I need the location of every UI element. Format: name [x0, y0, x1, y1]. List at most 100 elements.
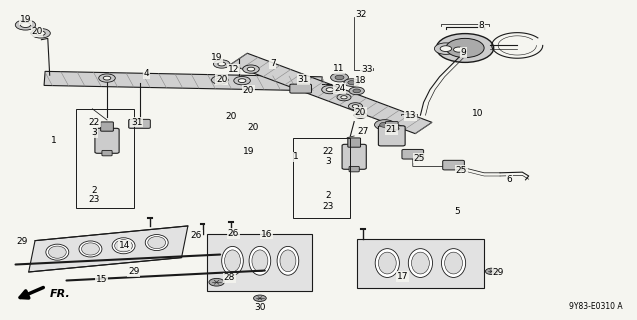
Circle shape	[341, 96, 347, 99]
Text: 20: 20	[216, 75, 227, 84]
Circle shape	[247, 67, 255, 71]
Circle shape	[387, 124, 403, 133]
Text: 1: 1	[292, 152, 299, 161]
Text: 16: 16	[261, 230, 272, 239]
Text: 19: 19	[243, 147, 254, 156]
Text: 30: 30	[254, 303, 266, 312]
Text: 9Y83-E0310 A: 9Y83-E0310 A	[569, 302, 623, 311]
Ellipse shape	[277, 246, 299, 275]
Text: 13: 13	[405, 111, 417, 120]
Circle shape	[36, 31, 45, 36]
FancyBboxPatch shape	[385, 122, 398, 129]
Circle shape	[348, 81, 355, 84]
Text: 26: 26	[227, 229, 239, 238]
Text: 19: 19	[20, 15, 31, 24]
Ellipse shape	[445, 252, 462, 274]
Text: 24: 24	[334, 84, 345, 93]
Text: 22: 22	[322, 147, 334, 156]
Ellipse shape	[441, 249, 466, 277]
Ellipse shape	[48, 246, 66, 258]
FancyBboxPatch shape	[349, 166, 359, 172]
Text: FR.: FR.	[50, 289, 71, 299]
Ellipse shape	[112, 238, 135, 254]
Text: 5: 5	[454, 207, 461, 216]
Circle shape	[99, 74, 115, 82]
Circle shape	[391, 126, 399, 131]
Circle shape	[349, 87, 364, 95]
Text: 20: 20	[225, 112, 236, 121]
FancyBboxPatch shape	[129, 119, 150, 128]
Circle shape	[326, 88, 334, 92]
Circle shape	[243, 65, 259, 73]
FancyBboxPatch shape	[443, 160, 464, 170]
Circle shape	[446, 38, 484, 58]
Text: 2: 2	[92, 186, 97, 195]
Text: 20: 20	[243, 86, 254, 95]
Circle shape	[348, 103, 362, 110]
FancyBboxPatch shape	[378, 126, 405, 146]
Circle shape	[15, 20, 36, 30]
Text: 23: 23	[89, 196, 100, 204]
Circle shape	[20, 22, 31, 28]
Polygon shape	[231, 53, 432, 134]
Ellipse shape	[375, 249, 399, 277]
Circle shape	[218, 62, 225, 66]
Circle shape	[353, 89, 361, 93]
Text: 25: 25	[455, 166, 467, 175]
Circle shape	[322, 85, 338, 94]
Ellipse shape	[249, 246, 271, 275]
FancyBboxPatch shape	[101, 122, 113, 131]
Text: 21: 21	[385, 125, 397, 134]
Text: 19: 19	[211, 53, 222, 62]
FancyBboxPatch shape	[95, 128, 119, 153]
Text: 29: 29	[17, 237, 28, 246]
Circle shape	[213, 60, 230, 68]
Circle shape	[375, 120, 395, 130]
Circle shape	[216, 78, 224, 82]
Polygon shape	[29, 226, 188, 272]
Bar	[76, 109, 134, 208]
Circle shape	[354, 112, 367, 118]
Circle shape	[234, 76, 250, 85]
Text: 22: 22	[89, 118, 100, 127]
Circle shape	[337, 94, 351, 101]
Text: 7: 7	[269, 59, 276, 68]
Text: 29: 29	[128, 268, 140, 276]
Ellipse shape	[82, 243, 99, 255]
Text: 3: 3	[91, 128, 97, 137]
Text: 32: 32	[355, 10, 367, 19]
Bar	[293, 138, 350, 218]
Text: 2: 2	[326, 191, 331, 200]
Text: 8: 8	[478, 21, 485, 30]
Ellipse shape	[79, 241, 102, 257]
Text: 27: 27	[357, 127, 369, 136]
Ellipse shape	[412, 252, 429, 274]
Text: 17: 17	[397, 272, 408, 281]
Text: 14: 14	[119, 241, 131, 250]
Circle shape	[454, 47, 464, 52]
Ellipse shape	[378, 252, 396, 274]
Circle shape	[344, 79, 359, 86]
Circle shape	[211, 76, 228, 84]
Ellipse shape	[252, 250, 268, 272]
Ellipse shape	[280, 250, 296, 272]
Text: 15: 15	[96, 275, 108, 284]
Text: 10: 10	[472, 109, 483, 118]
Text: 4: 4	[144, 69, 149, 78]
Text: 20: 20	[355, 108, 366, 117]
Text: 1: 1	[51, 136, 57, 145]
Text: 20: 20	[31, 28, 43, 36]
Circle shape	[335, 75, 344, 80]
Text: 11: 11	[333, 64, 345, 73]
FancyBboxPatch shape	[348, 138, 361, 147]
Ellipse shape	[224, 250, 241, 272]
Text: 23: 23	[322, 202, 334, 211]
Circle shape	[103, 76, 111, 80]
Text: 9: 9	[461, 48, 467, 57]
Polygon shape	[357, 239, 484, 288]
Text: 29: 29	[492, 268, 504, 277]
Circle shape	[436, 34, 494, 62]
Text: 25: 25	[413, 154, 425, 163]
Circle shape	[331, 73, 348, 82]
Circle shape	[238, 79, 246, 83]
